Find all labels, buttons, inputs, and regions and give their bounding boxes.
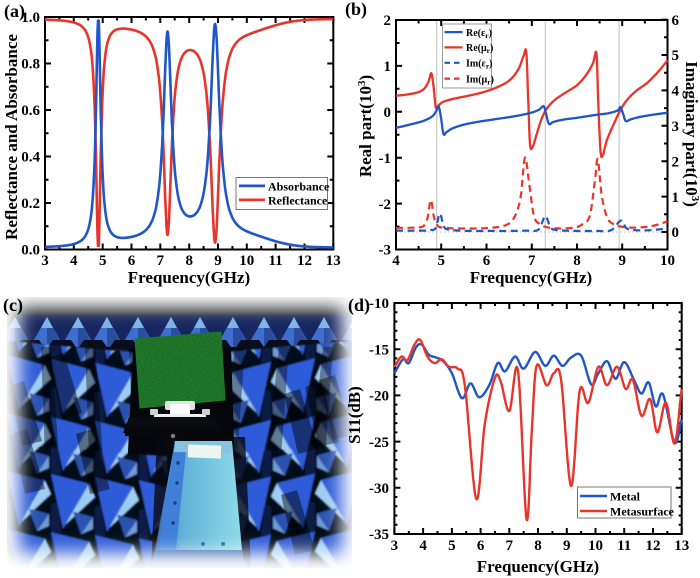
svg-text:-25: -25: [369, 435, 389, 451]
svg-text:5: 5: [437, 253, 445, 269]
svg-text:0.4: 0.4: [21, 150, 40, 166]
svg-text:Im(εr): Im(εr): [466, 59, 493, 71]
svg-text:13: 13: [674, 538, 689, 554]
svg-text:3: 3: [672, 119, 680, 135]
svg-text:5: 5: [448, 538, 456, 554]
svg-text:12: 12: [646, 538, 661, 554]
svg-text:4: 4: [419, 538, 427, 554]
svg-text:-35: -35: [369, 527, 389, 543]
svg-text:7: 7: [528, 253, 536, 269]
svg-text:1: 1: [384, 59, 392, 75]
svg-text:7: 7: [157, 253, 165, 269]
svg-text:4: 4: [70, 253, 78, 269]
svg-text:2: 2: [672, 154, 680, 170]
svg-text:Imaginary part(103): Imaginary part(103): [682, 61, 700, 207]
svg-text:Real part(103): Real part(103): [356, 75, 375, 177]
svg-text:5: 5: [672, 48, 680, 64]
svg-text:3: 3: [391, 538, 399, 554]
svg-text:8: 8: [185, 253, 193, 269]
svg-text:-1: -1: [379, 151, 392, 167]
svg-text:-3: -3: [379, 243, 392, 259]
svg-text:8: 8: [534, 538, 542, 554]
svg-text:Re(εr): Re(εr): [466, 28, 492, 40]
svg-text:Metal: Metal: [610, 490, 641, 504]
svg-text:0.6: 0.6: [21, 103, 40, 119]
svg-text:0.0: 0.0: [21, 243, 40, 259]
svg-text:0: 0: [672, 225, 680, 241]
svg-text:1.0: 1.0: [21, 10, 40, 26]
svg-text:0.2: 0.2: [21, 196, 40, 212]
svg-text:6: 6: [483, 253, 491, 269]
svg-text:Absorbance: Absorbance: [268, 180, 330, 194]
svg-text:7: 7: [506, 538, 514, 554]
svg-text:S11(dB): S11(dB): [345, 386, 364, 444]
svg-text:-20: -20: [369, 389, 389, 405]
svg-text:8: 8: [573, 253, 581, 269]
svg-text:(b): (b): [345, 0, 367, 20]
svg-text:0.8: 0.8: [21, 57, 40, 73]
svg-text:12: 12: [297, 253, 312, 269]
svg-text:10: 10: [588, 538, 603, 554]
svg-text:-15: -15: [369, 342, 389, 358]
svg-text:4: 4: [672, 84, 680, 100]
svg-text:Im(μr): Im(μr): [466, 74, 494, 86]
svg-text:-10: -10: [369, 296, 389, 312]
svg-text:Reflectance and Absorbance: Reflectance and Absorbance: [2, 34, 21, 240]
svg-text:Frequency(GHz): Frequency(GHz): [477, 557, 599, 576]
svg-text:6: 6: [477, 538, 485, 554]
svg-text:Frequency(GHz): Frequency(GHz): [470, 268, 592, 287]
svg-text:10: 10: [660, 253, 675, 269]
svg-text:9: 9: [214, 253, 222, 269]
svg-text:10: 10: [239, 253, 254, 269]
svg-text:9: 9: [563, 538, 571, 554]
svg-text:11: 11: [269, 253, 283, 269]
svg-text:Re(μr): Re(μr): [466, 43, 493, 55]
svg-text:11: 11: [617, 538, 631, 554]
svg-text:(d): (d): [348, 295, 370, 316]
svg-text:Reflectance: Reflectance: [268, 194, 328, 208]
svg-text:(c): (c): [3, 295, 23, 316]
svg-text:6: 6: [128, 253, 136, 269]
svg-text:Frequency(GHz): Frequency(GHz): [128, 268, 250, 287]
svg-text:-2: -2: [379, 197, 392, 213]
svg-text:5: 5: [99, 253, 107, 269]
svg-text:(a): (a): [4, 1, 25, 22]
svg-text:1: 1: [672, 190, 680, 206]
svg-text:4: 4: [392, 253, 400, 269]
svg-text:3: 3: [41, 253, 49, 269]
svg-text:0: 0: [384, 105, 392, 121]
svg-text:Metasurface: Metasurface: [610, 505, 675, 519]
svg-text:2: 2: [384, 13, 392, 29]
svg-text:6: 6: [672, 13, 680, 29]
svg-text:13: 13: [326, 253, 341, 269]
svg-text:9: 9: [618, 253, 626, 269]
svg-text:-30: -30: [369, 481, 389, 497]
